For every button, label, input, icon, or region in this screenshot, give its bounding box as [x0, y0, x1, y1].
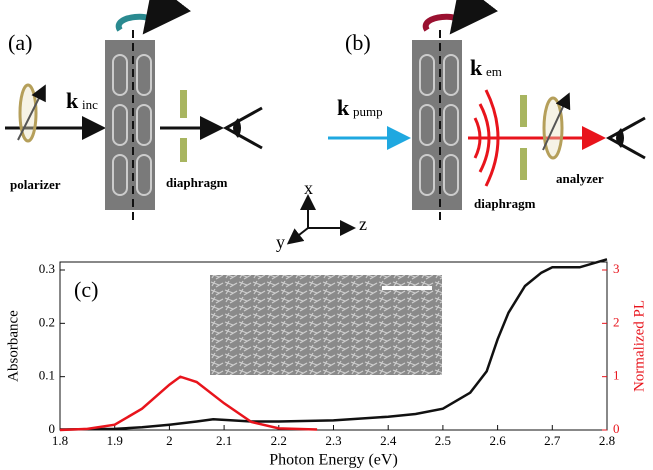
hole — [443, 154, 459, 196]
panel-label: (c) — [74, 277, 98, 302]
wavevector: k — [66, 88, 79, 113]
diaphragm — [520, 148, 527, 180]
hole — [136, 154, 152, 196]
hole — [443, 104, 459, 146]
y2-tick-label: 3 — [613, 261, 620, 276]
eye — [605, 116, 646, 160]
y2-tick-label: 2 — [613, 314, 620, 329]
panel-a: (a) k inc polarizer diaphragm — [5, 0, 263, 222]
data-line — [59, 258, 608, 431]
hole — [136, 104, 152, 146]
polarization — [17, 84, 46, 141]
x-tick-label: 2.1 — [216, 433, 232, 448]
y-axis-label: Absorbance — [5, 310, 21, 382]
x-tick-label: 2.8 — [599, 433, 615, 448]
rotation — [115, 0, 191, 35]
analyzer-label: analyzer — [556, 171, 604, 186]
y-label: y — [276, 232, 285, 252]
hole — [443, 54, 459, 96]
y-tick-label: 0.3 — [39, 261, 55, 276]
diaphragm-label: diaphragm — [166, 175, 228, 190]
x-tick-label: 2.4 — [380, 433, 397, 448]
x-tick-label: 2.7 — [544, 433, 561, 448]
axes-triad: x z y — [276, 178, 367, 252]
diaphragm — [520, 95, 527, 127]
x-tick-label: 1.9 — [107, 433, 123, 448]
analyzer-axis — [542, 92, 571, 151]
chart: 1.8 1.9 2 2.1 2.2 2.3 2.4 2.5 2.6 2.7 2.800.10.20.… — [5, 258, 647, 469]
x-tick-label: 2.5 — [435, 433, 451, 448]
x-tick-label: 2.3 — [325, 433, 341, 448]
y-arrow — [286, 227, 309, 245]
hole — [419, 54, 435, 96]
hole — [419, 104, 435, 146]
x-tick-label: 2.2 — [271, 433, 287, 448]
emission-subscript: em — [486, 64, 502, 79]
eye-pupil — [233, 118, 241, 138]
eye-pupil — [616, 128, 624, 148]
hole — [112, 104, 128, 146]
x-tick-label: 1.8 — [52, 433, 68, 448]
y-tick-label: 0.1 — [39, 368, 55, 383]
diaphragm — [180, 138, 187, 162]
y2-tick-label: 1 — [613, 368, 620, 383]
rotation — [422, 0, 498, 35]
z-label: z — [359, 214, 367, 234]
y-tick-label: 0 — [49, 421, 56, 436]
panel-label: (b) — [345, 30, 371, 55]
emission-wavevector: k — [470, 55, 483, 80]
diaphragm-label: diaphragm — [474, 196, 536, 211]
hole — [419, 154, 435, 196]
x-tick-label: 2 — [166, 433, 173, 448]
pump-wavevector: k — [337, 95, 350, 120]
hole — [112, 54, 128, 96]
x-axis-label: Photon Energy (eV) — [269, 452, 398, 469]
hole — [136, 54, 152, 96]
polarizer-label: polarizer — [10, 177, 61, 192]
hole — [112, 154, 128, 196]
panel-b: (b) k pump k em analyzer diaphragm — [328, 0, 646, 222]
x-label: x — [304, 178, 313, 198]
x-tick-label: 2.6 — [489, 433, 506, 448]
inset-image — [210, 275, 442, 375]
y-tick-label: 0.2 — [39, 314, 55, 329]
panel-label: (a) — [8, 30, 32, 55]
y2-tick-label: 0 — [613, 421, 620, 436]
data-line — [59, 375, 318, 432]
diaphragm — [180, 90, 187, 118]
wavevector-subscript: inc — [82, 97, 98, 112]
y2-axis-label: Normalized PL — [631, 300, 647, 392]
pump-subscript: pump — [353, 104, 383, 119]
eye — [222, 106, 263, 150]
